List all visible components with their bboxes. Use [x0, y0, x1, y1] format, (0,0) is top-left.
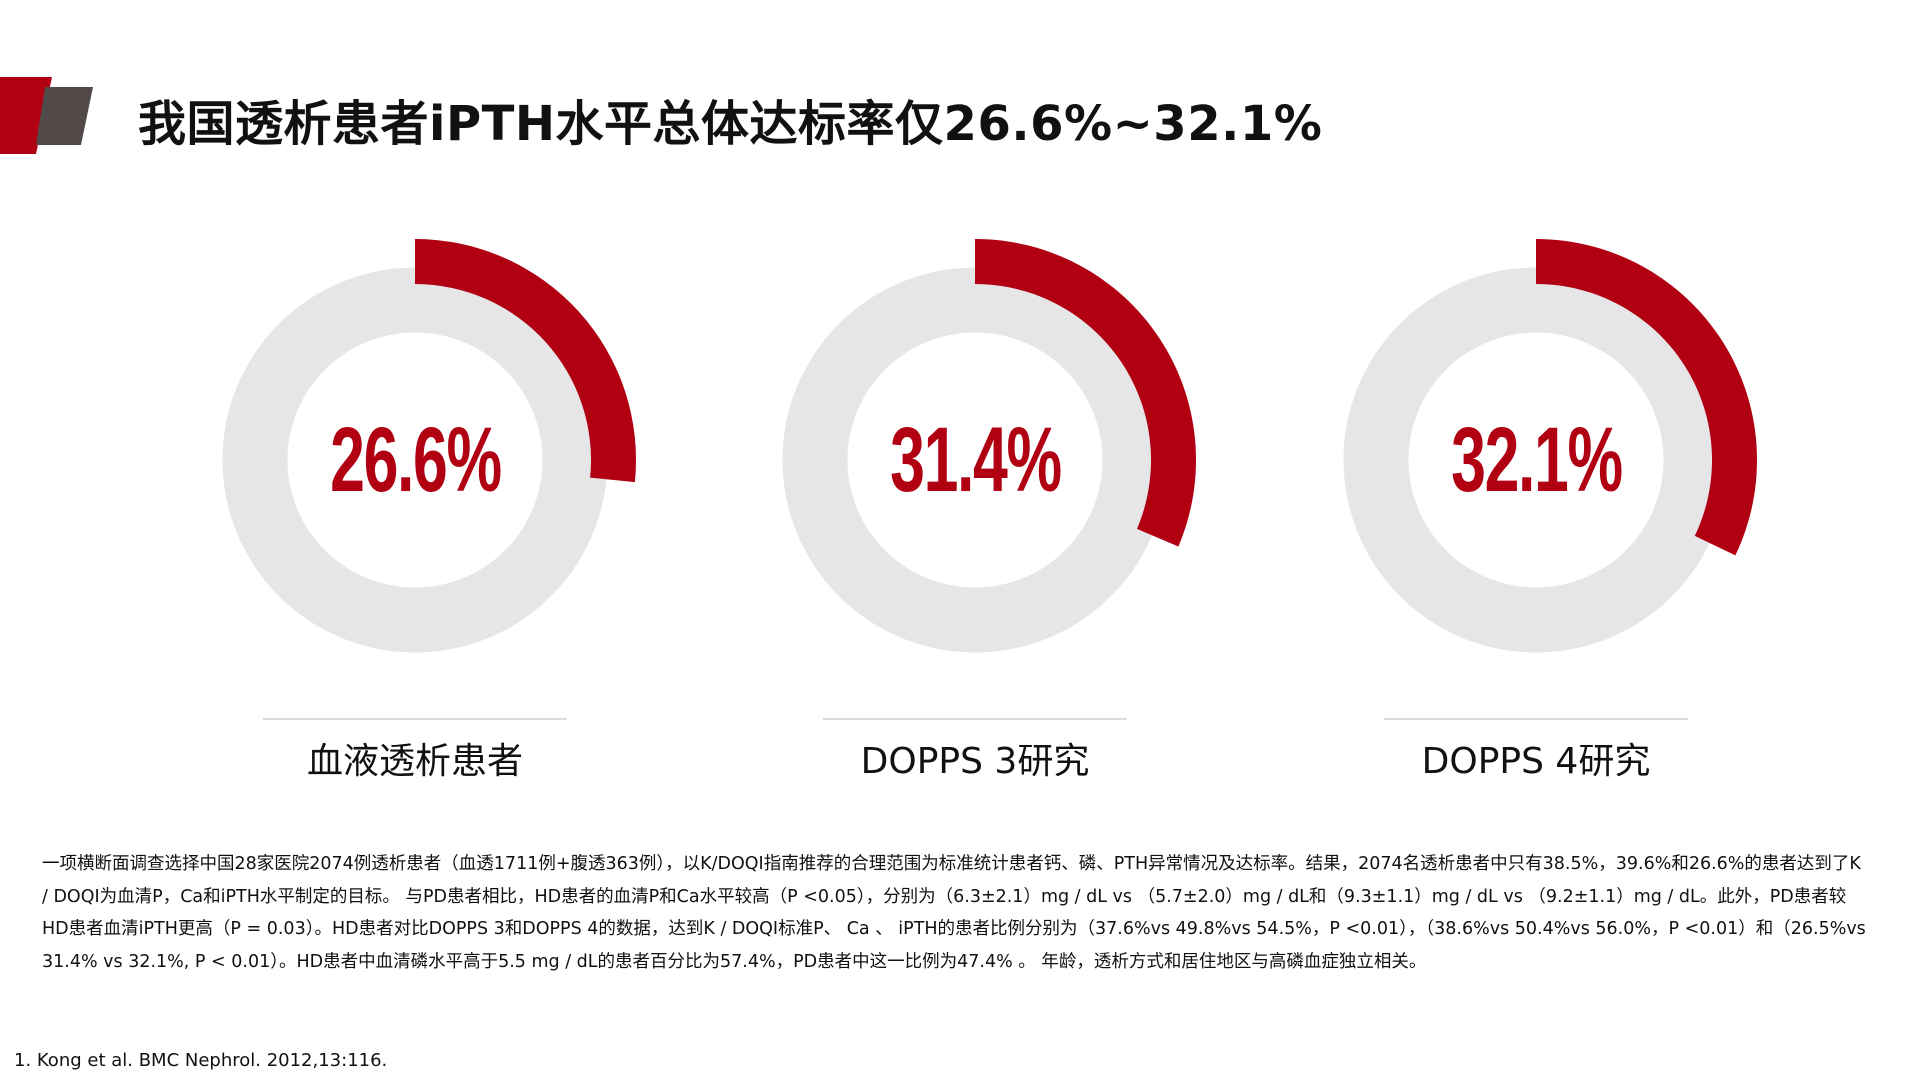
donut-svg	[782, 239, 1196, 653]
donut-value-label: 32.1%	[1450, 408, 1623, 511]
logo-grey-shape	[36, 87, 93, 145]
donut-track	[782, 267, 1168, 653]
donut-value-arc	[415, 239, 636, 483]
donut-track	[222, 267, 608, 653]
donut-track	[1343, 267, 1729, 653]
donut-value-label: 31.4%	[889, 408, 1062, 511]
page-title: 我国透析患者iPTH水平总体达标率仅26.6%~32.1%	[138, 96, 1323, 152]
reference-footnote: 1. Kong et al. BMC Nephrol. 2012,13:116.	[14, 1050, 388, 1071]
donut-value-arc	[975, 239, 1196, 547]
donut-chart-2: 31.4%	[735, 220, 1215, 700]
donut-value-arc	[1536, 239, 1757, 556]
logo-mark	[0, 77, 93, 154]
donut-caption: DOPPS 4研究	[1384, 718, 1688, 784]
donut-svg	[1343, 239, 1757, 653]
donut-svg	[222, 239, 636, 653]
description-paragraph: 一项横断面调查选择中国28家医院2074例透析患者（血透1711例+腹透363例…	[42, 854, 1866, 972]
donut-chart-3: 32.1%	[1296, 220, 1776, 700]
donut-caption: 血液透析患者	[263, 718, 567, 784]
donut-caption: DOPPS 3研究	[823, 718, 1127, 784]
donut-chart-1: 26.6%	[175, 220, 655, 700]
donut-value-label: 26.6%	[329, 408, 502, 511]
